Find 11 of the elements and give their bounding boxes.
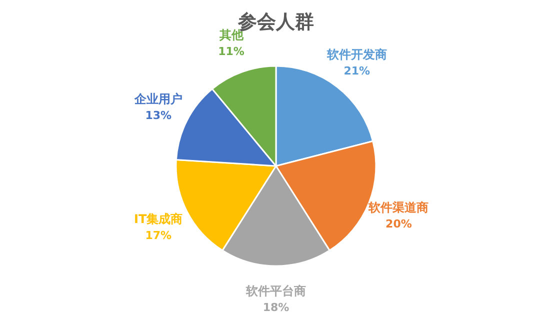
slice-label: 软件平台商 (245, 284, 306, 298)
data-label: 18% (262, 301, 290, 314)
slice-label: 企业用户 (133, 92, 182, 106)
data-label: 21% (344, 64, 370, 78)
data-label: 20% (386, 218, 412, 231)
data-label: 13% (145, 109, 172, 122)
slice-label: 软件开发商 (326, 48, 387, 62)
slice-label: IT集成商 (134, 212, 183, 226)
data-label: 11% (218, 44, 244, 58)
data-label: 17% (145, 228, 172, 242)
slice-label: 软件渠道商 (368, 200, 429, 215)
